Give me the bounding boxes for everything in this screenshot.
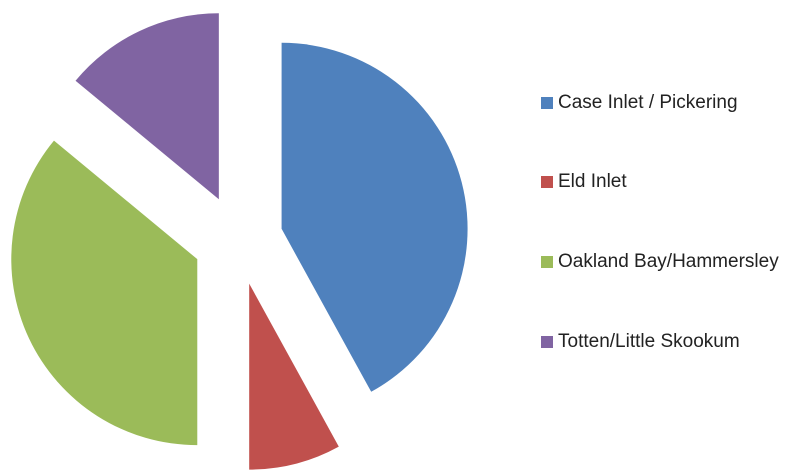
legend-swatch	[541, 176, 553, 188]
legend-label: Oakland Bay/Hammersley	[558, 251, 779, 272]
pie-slice	[11, 140, 198, 446]
legend-swatch	[541, 97, 553, 109]
legend-label: Eld Inlet	[558, 171, 627, 192]
legend-swatch	[541, 336, 553, 348]
pie-slice	[281, 42, 468, 392]
legend-swatch	[541, 256, 553, 268]
legend-label: Case Inlet / Pickering	[558, 92, 738, 113]
legend-label: Totten/Little Skookum	[558, 331, 740, 352]
pie-slice	[249, 283, 339, 470]
pie-slice	[75, 13, 219, 200]
